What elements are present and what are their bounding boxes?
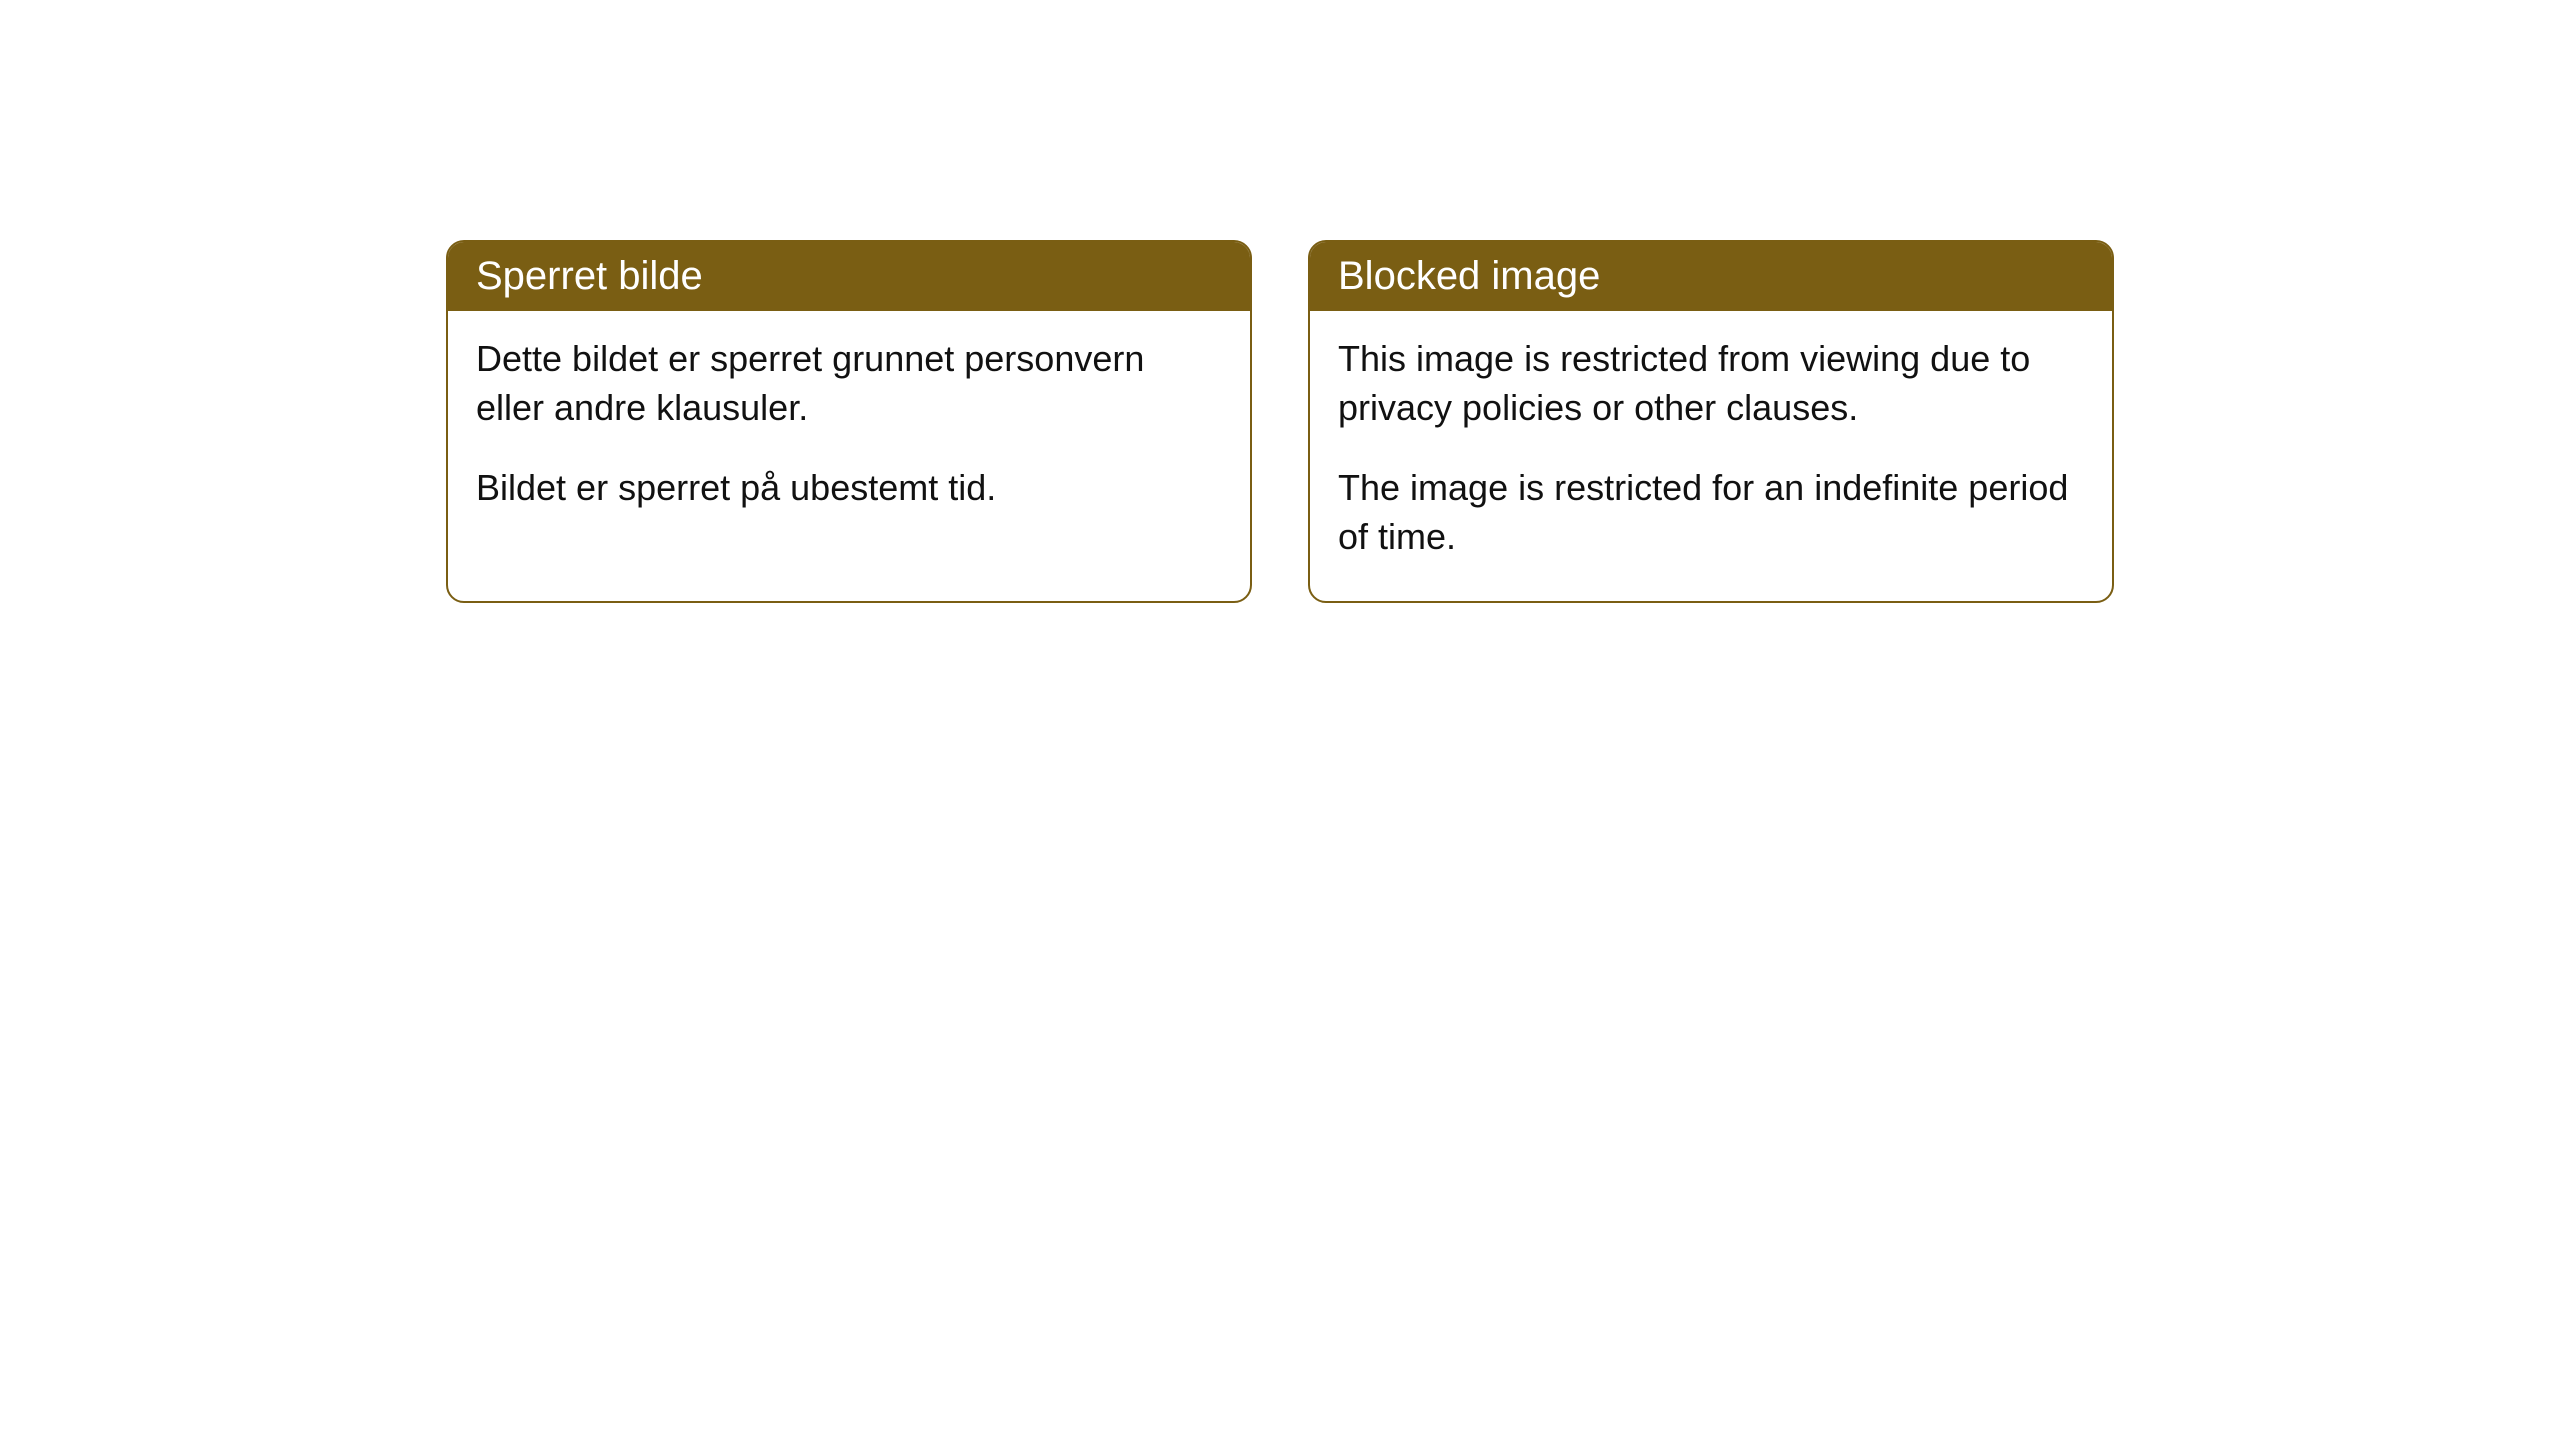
card-body-en: This image is restricted from viewing du… [1310, 311, 2112, 601]
card-paragraph-2-en: The image is restricted for an indefinit… [1338, 464, 2084, 561]
card-paragraph-1-en: This image is restricted from viewing du… [1338, 335, 2084, 432]
blocked-image-card-no: Sperret bilde Dette bildet er sperret gr… [446, 240, 1252, 603]
card-header-en: Blocked image [1310, 242, 2112, 311]
card-header-no: Sperret bilde [448, 242, 1250, 311]
card-paragraph-1-no: Dette bildet er sperret grunnet personve… [476, 335, 1222, 432]
blocked-image-card-en: Blocked image This image is restricted f… [1308, 240, 2114, 603]
cards-container: Sperret bilde Dette bildet er sperret gr… [446, 240, 2114, 603]
card-body-no: Dette bildet er sperret grunnet personve… [448, 311, 1250, 553]
card-title-en: Blocked image [1338, 254, 1600, 298]
card-paragraph-2-no: Bildet er sperret på ubestemt tid. [476, 464, 1222, 513]
card-title-no: Sperret bilde [476, 254, 703, 298]
